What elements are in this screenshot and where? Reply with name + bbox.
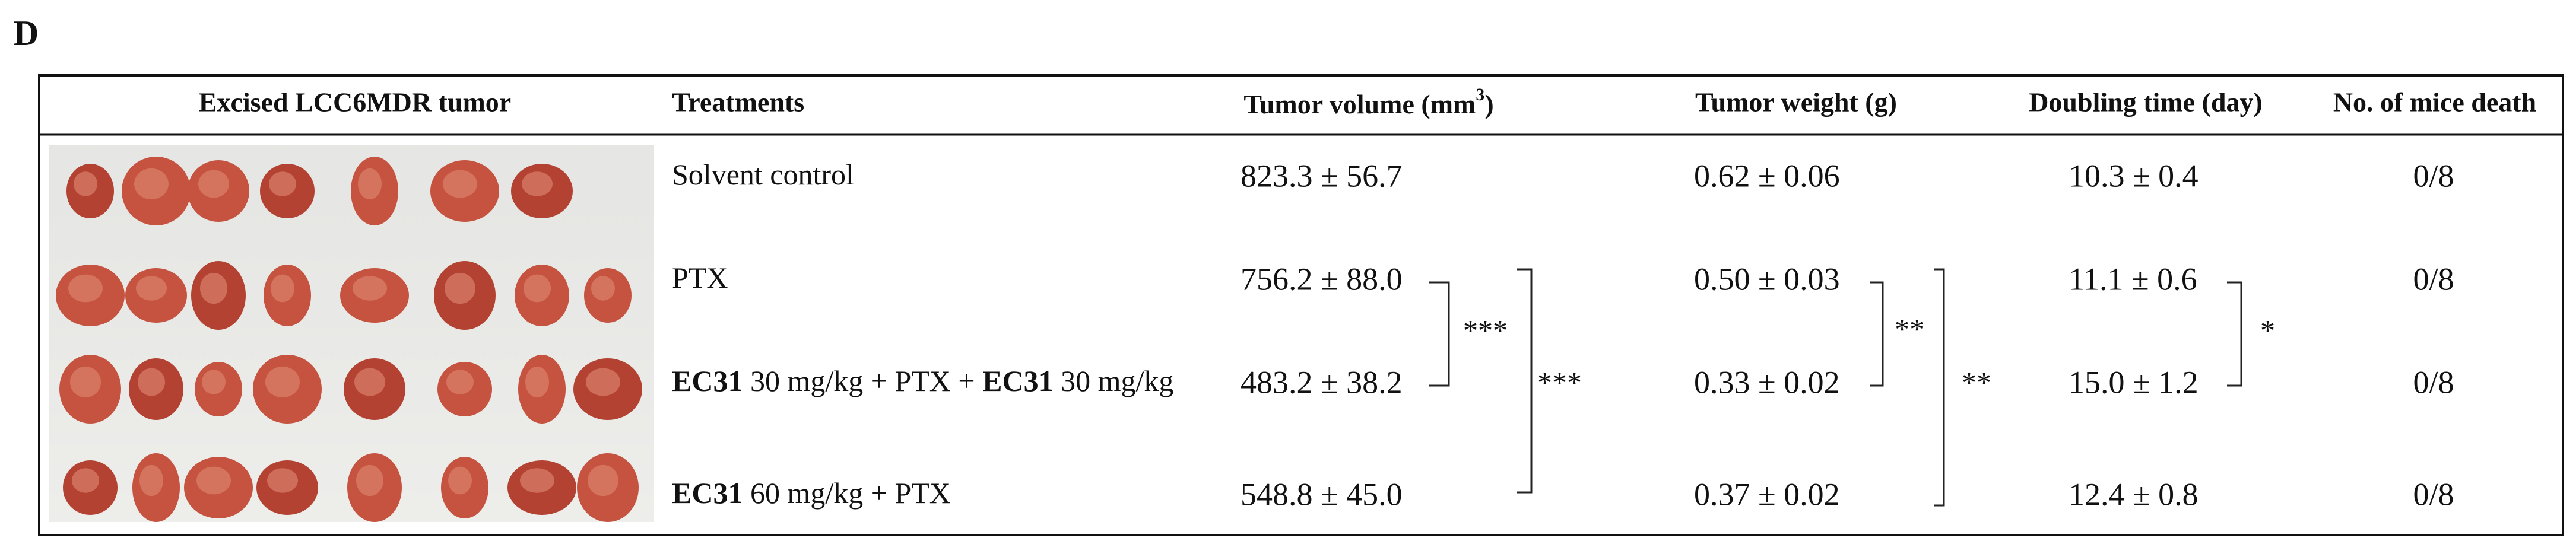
header-text: Tumor volume (mm [1243, 89, 1476, 119]
bracket [1429, 281, 1450, 387]
treatment-cell: PTX [672, 261, 728, 294]
death-cell: 0/8 [2413, 158, 2454, 193]
column-header: Tumor weight (g) [1695, 87, 1897, 117]
tumor-highlight [74, 171, 97, 196]
treatment-text: EC31 [672, 476, 743, 510]
tumor-highlight [356, 464, 383, 497]
volume-cell: 823.3 ± 56.7 [1241, 158, 1403, 193]
tumor-highlight [524, 274, 551, 303]
tumor-highlight [525, 366, 549, 398]
tumor-highlight [445, 272, 475, 304]
doubling-cell: 12.4 ± 0.8 [2069, 476, 2199, 512]
weight-cell: 0.62 ± 0.06 [1694, 158, 1840, 193]
header-text: ) [1484, 89, 1493, 119]
doubling-cell: 11.1 ± 0.6 [2069, 261, 2197, 297]
bracket [1517, 268, 1533, 494]
column-header: Tumor volume (mm3) [1243, 85, 1493, 119]
doubling-cell: 15.0 ± 1.2 [2069, 364, 2199, 400]
significance-label: ** [1895, 312, 1924, 345]
tumor-highlight [134, 168, 169, 200]
tumor-highlight [591, 276, 615, 301]
treatment-text: 60 mg/kg + PTX [743, 476, 950, 510]
death-cell: 0/8 [2413, 476, 2454, 512]
tumor-highlight [446, 370, 474, 394]
death-cell: 0/8 [2413, 261, 2454, 297]
tumor-highlight [139, 464, 163, 497]
significance-label: *** [1537, 365, 1582, 399]
volume-cell: 548.8 ± 45.0 [1241, 476, 1403, 512]
death-cell: 0/8 [2413, 364, 2454, 400]
treatment-text: EC31 [982, 364, 1053, 397]
treatment-text: PTX [672, 261, 728, 294]
tumor-highlight [588, 464, 618, 497]
treatment-text: Solvent control [672, 158, 854, 191]
tumor-highlight [522, 171, 553, 196]
tumor-highlight [267, 468, 298, 493]
bracket [1934, 268, 1945, 507]
significance-brackets [1429, 268, 2242, 507]
volume-cell: 483.2 ± 38.2 [1241, 364, 1403, 400]
tumor-highlight [271, 274, 294, 303]
tumor-highlight [354, 368, 385, 396]
tumor-highlight [269, 171, 296, 196]
table-border [38, 74, 2564, 536]
tumor-highlight [358, 168, 382, 200]
tumor-highlight [196, 466, 231, 495]
tumor-highlight [72, 468, 99, 493]
significance-label: *** [1463, 313, 1508, 346]
tumor-highlight [520, 468, 554, 493]
tumor-highlight [68, 274, 103, 303]
tumor-highlight [265, 366, 300, 398]
significance-label: * [2260, 313, 2275, 346]
weight-cell: 0.33 ± 0.02 [1694, 364, 1840, 400]
volume-cell: 756.2 ± 88.0 [1241, 261, 1403, 297]
tumor-highlight [136, 276, 167, 301]
header-superscript: 3 [1476, 85, 1484, 104]
tumor-highlight [353, 276, 387, 301]
panel-label: D [13, 14, 39, 53]
significance-label: ** [1962, 365, 1991, 399]
tumor-highlight [198, 170, 229, 198]
doubling-cell: 10.3 ± 0.4 [2069, 158, 2199, 193]
bracket [2227, 281, 2242, 387]
weight-cell: 0.37 ± 0.02 [1694, 476, 1840, 512]
column-header: Excised LCC6MDR tumor [199, 87, 511, 117]
treatment-cell: EC31 60 mg/kg + PTX [672, 476, 951, 510]
tumor-highlight [202, 370, 226, 394]
treatment-text: EC31 [672, 364, 743, 397]
tumor-images [56, 157, 642, 522]
column-header: No. of mice death [2333, 87, 2536, 117]
weight-cell: 0.50 ± 0.03 [1694, 261, 1840, 297]
bracket [1870, 281, 1884, 387]
tumor-highlight [70, 366, 101, 398]
tumor-highlight [443, 170, 477, 198]
treatment-text: 30 mg/kg [1054, 364, 1174, 397]
treatment-cell: EC31 30 mg/kg + PTX + EC31 30 mg/kg [672, 364, 1173, 397]
treatment-text: 30 mg/kg + PTX + [743, 364, 982, 397]
treatment-cell: Solvent control [672, 158, 854, 191]
tumor-highlight [138, 368, 165, 396]
tumor-highlight [448, 466, 472, 495]
column-header: Treatments [672, 87, 804, 117]
column-header: Doubling time (day) [2029, 87, 2263, 117]
tumor-highlight [200, 272, 227, 304]
tumor-highlight [586, 368, 620, 396]
